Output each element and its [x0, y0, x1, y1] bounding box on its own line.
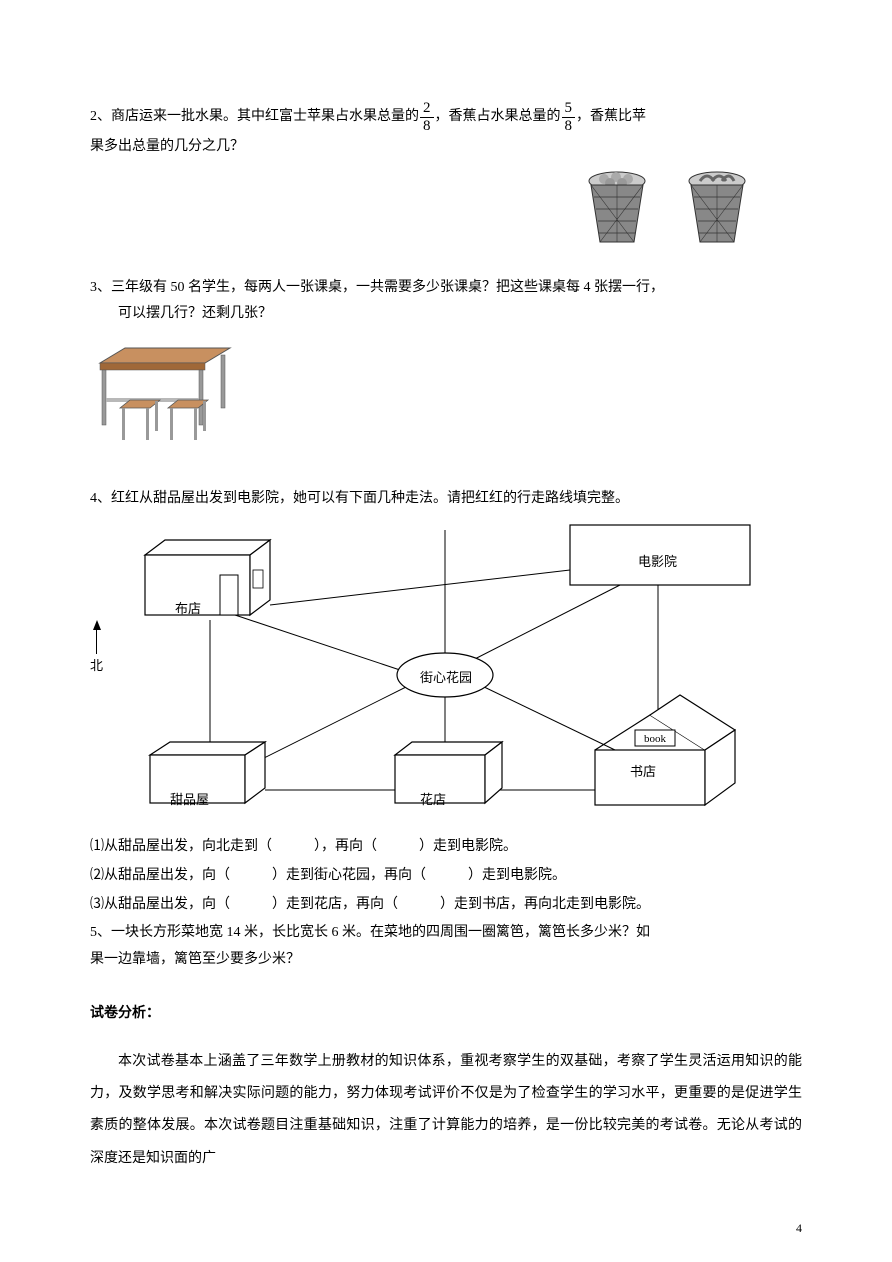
- q4-label: 4、: [90, 491, 111, 506]
- dessert-label: 甜品屋: [170, 788, 209, 813]
- north-label: 北: [90, 654, 103, 679]
- q2-frac1: 28: [420, 100, 434, 134]
- q2-label: 2、: [90, 109, 111, 124]
- q2-comma2: ，香蕉比苹: [576, 109, 646, 124]
- q3-label: 3、: [90, 280, 111, 295]
- baskets-illustration: [90, 167, 752, 247]
- q5-line1: 5、一块长方形菜地宽 14 米，长比宽长 6 米。在菜地的四周围一圈篱笆，篱笆长…: [90, 920, 802, 947]
- q2-line2: 果多出总量的几分之几？: [90, 134, 802, 161]
- q5-line2: 果一边靠墙，篱笆至少要多少米？: [90, 947, 802, 974]
- q5-label: 5、: [90, 925, 111, 940]
- basket-apples-icon: [582, 167, 652, 247]
- q2-part1: 商店运来一批水果。其中红富士苹果占水果总量的: [111, 109, 419, 124]
- q2-comma1: ，香蕉占水果总量的: [435, 109, 561, 124]
- flower-label: 花店: [420, 788, 446, 813]
- analysis-title: 试卷分析：: [90, 1001, 802, 1028]
- analysis-body: 本次试卷基本上涵盖了三年数学上册教材的知识体系，重视考察学生的双基础，考察了学生…: [90, 1046, 802, 1175]
- cinema-label: 电影院: [638, 550, 677, 575]
- q4-intro-line: 4、红红从甜品屋出发到电影院，她可以有下面几种走法。请把红红的行走路线填完整。: [90, 486, 802, 513]
- q3-line2: 可以摆几行？还剩几张？: [90, 301, 802, 328]
- q3-text1: 三年级有 50 名学生，每两人一张课桌，一共需要多少张课桌？把这些课桌每 4 张…: [111, 280, 664, 295]
- q4-intro: 红红从甜品屋出发到电影院，她可以有下面几种走法。请把红红的行走路线填完整。: [111, 491, 629, 506]
- q2-frac2: 58: [562, 100, 576, 134]
- north-indicator: 北: [90, 620, 103, 679]
- question-2: 2、商店运来一批水果。其中红富士苹果占水果总量的28，香蕉占水果总量的58，香蕉…: [90, 100, 802, 247]
- q5-text1: 一块长方形菜地宽 14 米，长比宽长 6 米。在菜地的四周围一圈篱笆，篱笆长多少…: [111, 925, 650, 940]
- page-number: 4: [796, 1217, 802, 1240]
- q4-sub2: ⑵从甜品屋出发，向（ ）走到街心花园，再向（ ）走到电影院。: [90, 863, 802, 890]
- q2-line1: 2、商店运来一批水果。其中红富士苹果占水果总量的28，香蕉占水果总量的58，香蕉…: [90, 100, 802, 134]
- basket-bananas-icon: [682, 167, 752, 247]
- q3-line1: 3、三年级有 50 名学生，每两人一张课桌，一共需要多少张课桌？把这些课桌每 4…: [90, 275, 802, 302]
- bookstore-label: 书店: [630, 760, 656, 785]
- fabric-label: 布店: [175, 597, 201, 622]
- desk-icon: [90, 338, 240, 458]
- question-4: 4、红红从甜品屋出发到电影院，她可以有下面几种走法。请把红红的行走路线填完整。: [90, 486, 802, 974]
- analysis-section: 试卷分析： 本次试卷基本上涵盖了三年数学上册教材的知识体系，重视考察学生的双基础…: [90, 1001, 802, 1174]
- analysis-text: 本次试卷基本上涵盖了三年数学上册教材的知识体系，重视考察学生的双基础，考察了学生…: [90, 1046, 802, 1175]
- q4-sub3: ⑶从甜品屋出发，向（ ）走到花店，再向（ ）走到书店，再向北走到电影院。: [90, 892, 802, 919]
- question-3: 3、三年级有 50 名学生，每两人一张课桌，一共需要多少张课桌？把这些课桌每 4…: [90, 275, 802, 458]
- book-sign-text: book: [644, 733, 667, 745]
- map-diagram: book 北 电影院 布店 街心花园 书店 花店 甜品屋: [90, 520, 790, 830]
- q4-sub1: ⑴从甜品屋出发，向北走到（ ），再向（ ）走到电影院。: [90, 834, 802, 861]
- garden-label: 街心花园: [420, 666, 472, 691]
